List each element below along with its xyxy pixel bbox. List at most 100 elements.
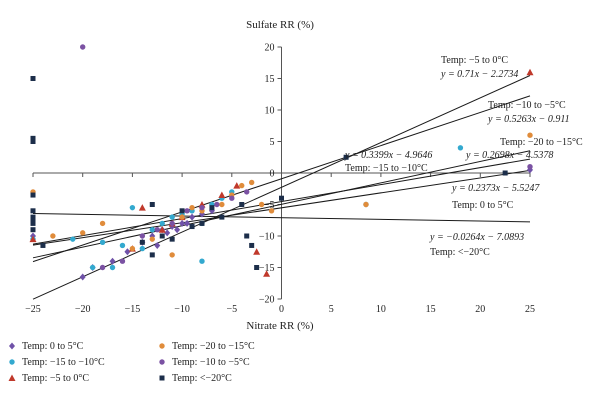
data-point-series-2	[138, 204, 146, 211]
trend-eq-0-5: y = 0.2373x − 5.5247	[451, 183, 540, 194]
data-point-series-3	[248, 179, 255, 186]
data-point-series-2	[158, 226, 166, 233]
data-point-series-4	[119, 258, 126, 264]
data-point-series-1	[119, 242, 126, 249]
trend-label-minus10-minus5: Temp: −10 to −5°C	[488, 100, 566, 111]
data-point-series-3	[50, 233, 56, 239]
data-point-series-3	[169, 252, 175, 258]
data-point-series-1	[129, 204, 136, 211]
data-point-series-1	[139, 245, 146, 252]
data-point-series-5	[40, 242, 46, 248]
y-tick-label: 10	[265, 106, 275, 117]
data-point-series-5	[159, 233, 165, 239]
trend-line	[32, 158, 531, 245]
data-point-series-0	[124, 248, 131, 256]
legend-label: Temp: 0 to 5°C	[22, 341, 84, 352]
data-point-series-5	[30, 76, 36, 81]
x-tick-label: 10	[376, 304, 386, 315]
data-point-series-5	[502, 170, 508, 176]
data-point-series-0	[189, 213, 196, 221]
data-point-series-3	[268, 208, 275, 214]
trend-label-minus5-0: Temp: −5 to 0°C	[441, 55, 508, 66]
data-points	[29, 44, 534, 281]
y-tick-label: 15	[265, 74, 275, 85]
data-point-series-2	[526, 68, 534, 76]
data-point-series-5	[169, 236, 175, 242]
legend-label: Temp: −10 to −5°C	[172, 357, 250, 368]
data-point-series-4	[527, 164, 533, 170]
data-point-series-4	[184, 208, 190, 214]
trend-label-0-5: Temp: 0 to 5°C	[452, 200, 514, 211]
x-axis-title: Nitrate RR (%)	[246, 320, 314, 332]
data-point-series-1	[70, 236, 76, 242]
data-point-series-0	[164, 229, 171, 237]
data-point-series-3	[99, 220, 106, 227]
data-point-series-0	[184, 219, 191, 227]
data-point-series-1	[169, 214, 175, 220]
x-ticks: −25 −20 −15 −10 −5 0 5 10 15 20 25	[25, 173, 535, 315]
data-point-series-2	[233, 182, 241, 189]
data-point-series-1	[99, 239, 106, 245]
data-point-series-3	[239, 182, 245, 189]
legend-marker	[9, 359, 15, 365]
data-point-series-5	[149, 252, 155, 258]
data-point-series-4	[99, 264, 106, 271]
x-tick-label: 15	[426, 304, 436, 315]
legend-label: Temp: −20 to −15°C	[172, 341, 255, 352]
trend-line	[32, 169, 531, 246]
y-tick-label: 20	[265, 43, 275, 54]
x-tick-label: −10	[174, 304, 190, 315]
data-point-series-5	[239, 202, 245, 207]
legend-marker	[8, 374, 16, 381]
data-point-series-0	[174, 226, 181, 234]
data-point-series-3	[80, 230, 86, 236]
data-point-series-4	[139, 233, 146, 239]
legend-marker	[9, 342, 15, 350]
x-tick-label: 25	[525, 304, 535, 315]
x-tick-label: 5	[329, 304, 334, 315]
data-point-series-4	[80, 44, 86, 50]
legend-label: Temp: −5 to 0°C	[22, 373, 89, 384]
data-point-series-5	[279, 195, 284, 201]
legend-label: Temp: <−20°C	[172, 373, 232, 384]
legend: Temp: 0 to 5°C Temp: −20 to −15°C Temp: −1…	[8, 341, 255, 384]
data-point-series-3	[189, 204, 195, 211]
data-point-series-3	[219, 201, 225, 208]
trend-eq-minus10-minus5: y = 0.5263x − 0.911	[487, 114, 570, 125]
y-ticks: −20 −15 −10 −5 0 5 10 15 20	[259, 43, 282, 306]
y-axis-title: Sulfate RR (%)	[246, 19, 314, 31]
data-point-series-1	[109, 264, 116, 271]
data-point-series-5	[30, 192, 36, 198]
y-tick-label: −15	[259, 263, 275, 274]
x-tick-label: −5	[226, 304, 237, 315]
data-point-series-5	[219, 214, 225, 220]
trend-label-minus15-minus10: Temp: −15 to −10°C	[345, 163, 428, 174]
trend-line	[32, 75, 531, 300]
y-tick-label: −5	[264, 200, 275, 211]
x-tick-label: 0	[279, 304, 284, 315]
trend-eq-minus5-0: y = 0.71x − 2.2734	[440, 69, 518, 80]
data-point-series-3	[149, 236, 155, 242]
data-point-series-5	[244, 233, 250, 239]
data-point-series-5	[139, 239, 145, 245]
data-point-series-1	[89, 264, 96, 271]
data-point-series-4	[214, 201, 220, 208]
data-point-series-5	[30, 139, 36, 144]
trend-line	[32, 150, 531, 259]
y-tick-label: −10	[259, 232, 275, 243]
data-point-series-5	[199, 220, 205, 226]
trend-line	[32, 213, 531, 223]
data-point-series-5	[30, 214, 36, 220]
data-point-series-2	[253, 248, 261, 255]
trend-line	[32, 95, 531, 263]
axes: −25 −20 −15 −10 −5 0 5 10 15 20 25 −20 −15 −10 −5 0 5 10…	[25, 43, 535, 316]
y-tick-label: 0	[270, 169, 275, 180]
data-point-series-3	[527, 132, 533, 138]
data-point-series-4	[229, 195, 235, 201]
data-point-series-3	[129, 245, 136, 252]
data-point-series-4	[169, 220, 175, 227]
data-point-series-5	[343, 154, 349, 160]
data-point-series-4	[244, 189, 250, 195]
data-point-series-0	[179, 219, 186, 227]
data-point-series-2	[263, 270, 271, 277]
